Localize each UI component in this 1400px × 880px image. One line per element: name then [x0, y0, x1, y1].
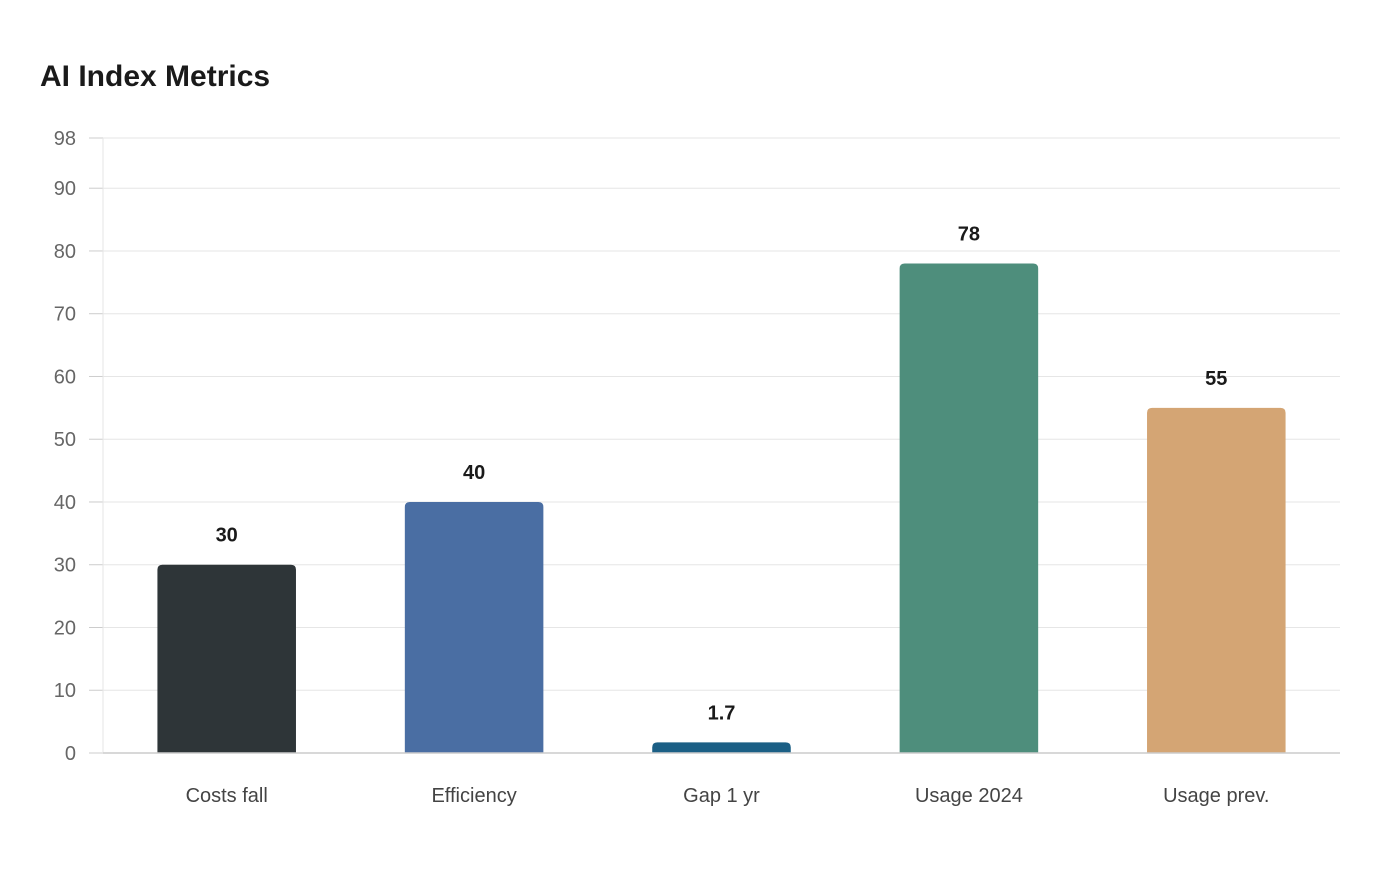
bar-layer [157, 263, 1286, 753]
label-layer: 0 10 20 30 40 50 60 70 80 90 98 30 Costs fall 40 Effic… [54, 128, 1270, 807]
bar-value-label: 40 [463, 462, 485, 484]
bar-usage-2024 [899, 263, 1039, 753]
y-tick-label: 90 [54, 178, 76, 200]
bar-value-label: 1.7 [708, 702, 736, 724]
x-tick-label: Usage 2024 [915, 785, 1023, 807]
x-tick-label: Usage prev. [1163, 785, 1269, 807]
y-tick-label: 70 [54, 304, 76, 326]
y-tick-label: 40 [54, 492, 76, 514]
x-tick-label: Gap 1 yr [683, 785, 760, 807]
y-tick-label: 10 [54, 680, 76, 702]
x-tick-label: Costs fall [186, 785, 268, 807]
bar-value-label: 78 [958, 224, 980, 246]
bar-value-label: 30 [216, 525, 238, 547]
y-tick-label: 50 [54, 429, 76, 451]
y-tick-label: 80 [54, 241, 76, 263]
x-tick-label: Efficiency [431, 785, 516, 807]
bar-gap-1-yr [652, 742, 791, 753]
y-tick-label: 98 [54, 128, 76, 150]
chart-title: AI Index Metrics [40, 60, 271, 93]
axis-layer [89, 137, 1340, 754]
y-tick-label: 30 [54, 555, 76, 577]
bar-value-label: 55 [1205, 368, 1227, 390]
y-tick-label: 0 [65, 743, 76, 765]
bar-costs-fall [157, 564, 296, 753]
bar-efficiency [404, 501, 544, 753]
bar-usage-prev [1147, 407, 1286, 753]
grid-layer [103, 137, 1340, 691]
y-tick-label: 60 [54, 366, 76, 388]
y-tick-label: 20 [54, 617, 76, 639]
